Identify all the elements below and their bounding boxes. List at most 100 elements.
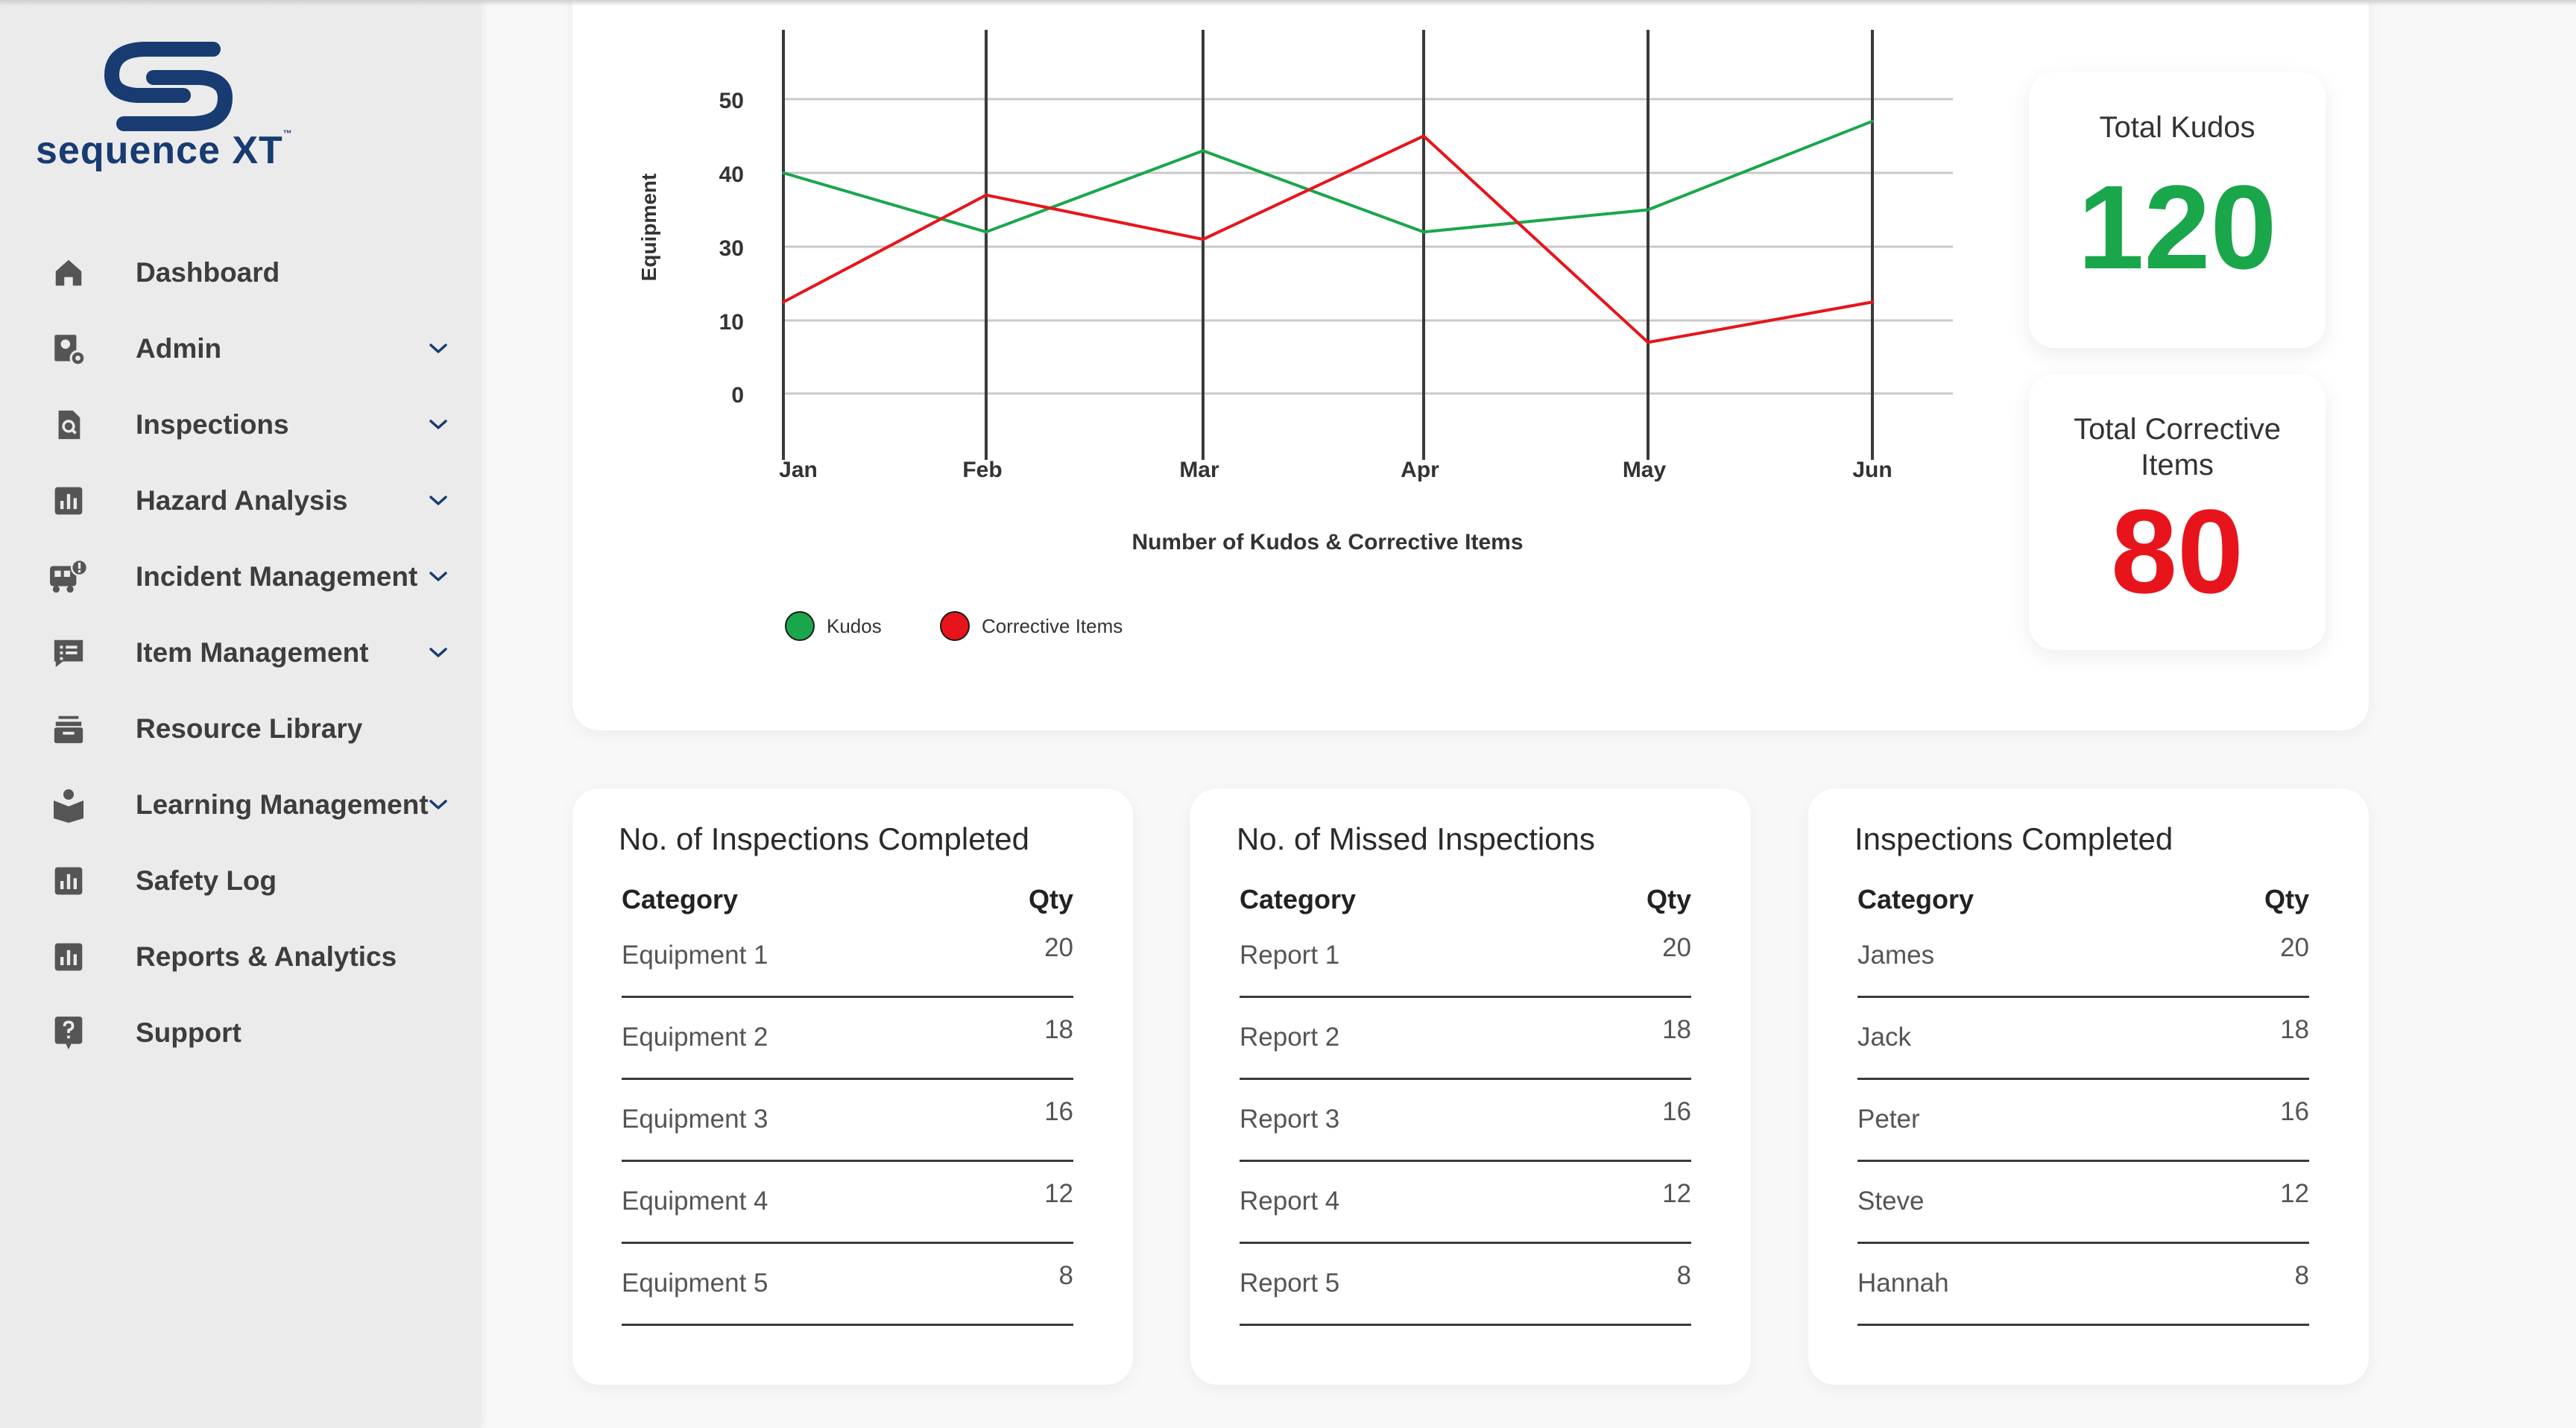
- data-point-corrective-items: [1871, 300, 1874, 304]
- x-tick-label: Jan: [779, 458, 818, 482]
- column-header-qty: Qty: [1028, 884, 1073, 914]
- kpi-total-kudos: Total Kudos 120: [2029, 72, 2326, 348]
- sidebar-item-label: Incident Management: [136, 561, 418, 592]
- sidebar-item-admin[interactable]: Admin: [48, 323, 450, 375]
- row-category: Report 5: [1240, 1269, 1340, 1298]
- table-row: Report 3 16: [1240, 1088, 1691, 1162]
- column-header-category: Category: [1240, 884, 1357, 914]
- data-point-kudos: [782, 171, 785, 174]
- row-category: Report 3: [1240, 1105, 1340, 1134]
- sidebar-item-hazard-analysis[interactable]: Hazard Analysis: [48, 475, 450, 527]
- row-category: Jack: [1857, 1023, 1911, 1052]
- table-row: Hannah 8: [1857, 1252, 2309, 1326]
- line-chart: 0 10 30 40 50 Jan Feb Mar Apr May Jun Equipment Numb…: [637, 30, 1953, 641]
- legend-swatch-kudos: [785, 611, 815, 641]
- table-row: Peter 16: [1857, 1088, 2309, 1162]
- kpi-corrective-value: 80: [2111, 484, 2244, 618]
- column-header-category: Category: [622, 884, 739, 914]
- chevron-down-icon[interactable]: [423, 334, 453, 364]
- table-row: Equipment 4 12: [622, 1170, 1073, 1244]
- sidebar-item-item-management[interactable]: Item Management: [48, 627, 450, 679]
- row-qty: 20: [1044, 933, 1073, 962]
- sidebar-item-learning-management[interactable]: Learning Management: [48, 779, 450, 831]
- brand-logo[interactable]: sequence XT™: [36, 37, 297, 179]
- table-row: Steve 12: [1857, 1170, 2309, 1244]
- row-category: Report 1: [1240, 941, 1340, 970]
- row-qty: 8: [1058, 1261, 1073, 1290]
- user-gear-icon: [48, 328, 89, 370]
- data-point-kudos: [1871, 119, 1874, 123]
- series-line-corrective-items: [783, 134, 1873, 344]
- row-qty: 18: [1044, 1015, 1073, 1044]
- legend-label: Kudos: [827, 615, 882, 637]
- table-header: Category Qty: [1857, 884, 2309, 918]
- row-category: Report 4: [1240, 1187, 1340, 1216]
- chevron-down-icon[interactable]: [423, 790, 453, 820]
- list-icon: [48, 632, 89, 674]
- row-qty: 18: [2280, 1015, 2309, 1044]
- table-row: Equipment 2 18: [622, 1006, 1073, 1080]
- table-row: Report 2 18: [1240, 1006, 1691, 1080]
- sidebar-item-label: Learning Management: [136, 789, 429, 820]
- row-qty: 16: [1044, 1097, 1073, 1126]
- data-point-corrective-items: [1647, 341, 1650, 344]
- reader-icon: [48, 784, 89, 826]
- sidebar-item-support[interactable]: Support: [48, 1007, 450, 1059]
- row-category: James: [1857, 941, 1935, 970]
- row-category: Equipment 3: [622, 1105, 768, 1134]
- x-tick-label: Mar: [1179, 458, 1219, 482]
- kpi-kudos-value: 120: [2077, 160, 2277, 294]
- data-point-kudos: [1202, 149, 1205, 153]
- row-category: Equipment 2: [622, 1023, 768, 1052]
- sidebar-item-label: Dashboard: [136, 257, 280, 288]
- y-tick-label: 0: [731, 383, 744, 408]
- sidebar-item-dashboard[interactable]: Dashboard: [48, 247, 450, 299]
- chevron-down-icon[interactable]: [423, 486, 453, 516]
- column-header-qty: Qty: [2264, 884, 2309, 914]
- table-title: Inspections Completed: [1854, 821, 2174, 856]
- logo-mark-icon: [104, 42, 233, 131]
- data-point-corrective-items: [1422, 134, 1425, 138]
- kpi-kudos-title: Total Kudos: [2099, 111, 2255, 144]
- question-icon: [48, 1012, 89, 1054]
- kpi-total-corrective: Total Corrective Items 80: [2029, 374, 2326, 650]
- row-category: Equipment 4: [622, 1187, 768, 1216]
- y-tick-label: 10: [719, 310, 744, 335]
- chevron-down-icon[interactable]: [423, 562, 453, 592]
- row-category: Peter: [1857, 1105, 1920, 1134]
- row-qty: 18: [1662, 1015, 1691, 1044]
- legend-swatch-corrective-items: [940, 611, 970, 641]
- table-header: Category Qty: [622, 884, 1073, 918]
- x-tick-label: Feb: [962, 458, 1002, 482]
- sidebar-item-label: Admin: [136, 333, 222, 364]
- sidebar-item-label: Support: [136, 1017, 242, 1048]
- row-category: Hannah: [1857, 1269, 1949, 1298]
- table-title: No. of Missed Inspections: [1237, 821, 1595, 856]
- sidebar-item-safety-log[interactable]: Safety Log: [48, 855, 450, 907]
- brand-name: sequence XT™: [36, 128, 293, 172]
- x-axis-label: Number of Kudos & Corrective Items: [1131, 530, 1523, 555]
- table-card-1: No. of Inspections Completed Category Qty E…: [572, 789, 1133, 1385]
- table-row: Report 5 8: [1240, 1252, 1691, 1326]
- data-point-kudos: [985, 230, 988, 234]
- table-row: Report 4 12: [1240, 1170, 1691, 1244]
- sidebar-item-resource-library[interactable]: Resource Library: [48, 703, 450, 755]
- bar-chart-icon: [48, 936, 89, 978]
- row-category: Report 2: [1240, 1023, 1340, 1052]
- row-qty: 12: [1662, 1179, 1691, 1208]
- kpi-corrective-title: Total Corrective Items: [2074, 413, 2281, 481]
- chevron-down-icon[interactable]: [423, 638, 453, 668]
- home-icon: [48, 252, 89, 294]
- bar-chart-icon: [48, 480, 89, 522]
- table-title: No. of Inspections Completed: [619, 821, 1029, 856]
- table-row: James 20: [1857, 924, 2309, 998]
- sidebar-item-incident-management[interactable]: Incident Management: [48, 551, 450, 603]
- sidebar-item-inspections[interactable]: Inspections: [48, 399, 450, 451]
- sidebar-item-label: Inspections: [136, 409, 289, 440]
- sidebar-item-reports-and-analytics[interactable]: Reports & Analytics: [48, 931, 450, 983]
- row-qty: 12: [2280, 1179, 2309, 1208]
- chevron-down-icon[interactable]: [423, 410, 453, 440]
- row-category: Equipment 5: [622, 1269, 768, 1298]
- row-category: Steve: [1857, 1187, 1925, 1216]
- row-qty: 12: [1044, 1179, 1073, 1208]
